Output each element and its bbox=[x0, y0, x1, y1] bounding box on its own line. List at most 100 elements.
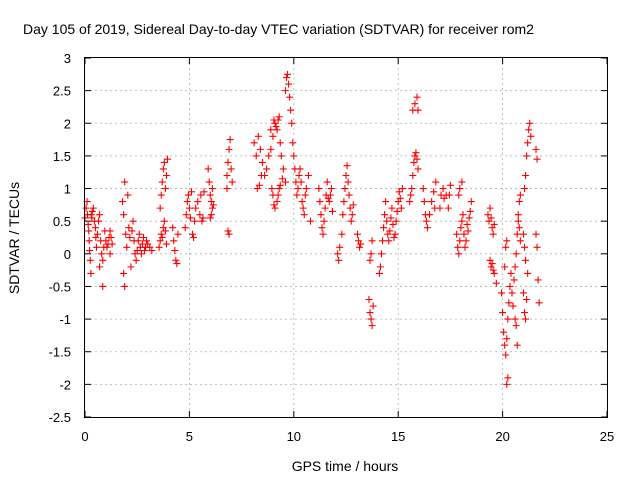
ticks-layer: 0 5 10 15 20 25 -2.5 -2 -1.5 -1 -0.5 0 0.5 1 1.5 2 2.5 3 bbox=[49, 51, 615, 444]
data-point bbox=[380, 224, 388, 232]
data-point bbox=[502, 243, 510, 251]
data-point bbox=[457, 224, 465, 232]
data-point bbox=[432, 178, 440, 186]
data-point bbox=[275, 185, 283, 193]
data-point bbox=[490, 269, 498, 277]
data-point bbox=[171, 247, 179, 255]
data-point bbox=[158, 234, 166, 241]
data-point bbox=[85, 237, 93, 245]
data-point bbox=[205, 178, 213, 186]
y-tick-label: -0.5 bbox=[49, 279, 71, 294]
data-point bbox=[386, 227, 394, 235]
data-point bbox=[158, 178, 166, 186]
data-point bbox=[504, 374, 512, 382]
data-point bbox=[293, 191, 301, 199]
data-point bbox=[275, 113, 283, 121]
data-point bbox=[121, 178, 129, 186]
data-point bbox=[327, 185, 335, 193]
data-point bbox=[412, 149, 420, 157]
data-point bbox=[274, 191, 282, 199]
data-point bbox=[511, 263, 519, 271]
data-point bbox=[225, 145, 233, 153]
data-point bbox=[227, 165, 235, 173]
data-point bbox=[169, 224, 177, 232]
data-point bbox=[126, 234, 134, 241]
data-point bbox=[533, 243, 541, 251]
data-point bbox=[508, 289, 516, 297]
data-point bbox=[88, 207, 96, 215]
data-point bbox=[376, 263, 384, 271]
data-point bbox=[299, 204, 307, 212]
data-point bbox=[96, 263, 104, 271]
data-point bbox=[369, 302, 377, 310]
data-point bbox=[287, 106, 295, 114]
data-point bbox=[133, 247, 141, 255]
data-point bbox=[316, 198, 324, 206]
data-point bbox=[461, 243, 469, 251]
x-axis-label: GPS time / hours bbox=[292, 458, 399, 474]
data-point bbox=[516, 237, 524, 245]
data-point bbox=[521, 309, 529, 317]
data-point bbox=[160, 217, 168, 225]
data-point bbox=[462, 237, 470, 245]
data-point bbox=[515, 224, 523, 232]
data-point bbox=[346, 204, 354, 212]
data-point bbox=[184, 191, 192, 199]
data-point bbox=[521, 243, 529, 251]
data-point bbox=[490, 220, 498, 228]
data-point bbox=[257, 171, 265, 179]
data-point bbox=[385, 237, 393, 245]
data-point bbox=[157, 230, 165, 238]
data-point bbox=[99, 256, 107, 264]
y-tick-label: 1 bbox=[64, 182, 71, 197]
data-point bbox=[500, 328, 508, 336]
y-tick-label: 3 bbox=[64, 51, 71, 66]
data-point bbox=[228, 178, 236, 186]
data-point bbox=[250, 139, 258, 147]
data-point bbox=[522, 256, 530, 264]
data-point bbox=[207, 211, 215, 219]
data-point bbox=[532, 230, 540, 238]
data-point bbox=[522, 315, 530, 323]
data-point bbox=[439, 185, 447, 193]
data-point bbox=[349, 201, 357, 209]
data-point bbox=[338, 230, 346, 238]
data-point bbox=[532, 145, 540, 153]
data-point bbox=[194, 198, 202, 206]
y-tick-label: -1.5 bbox=[49, 345, 71, 360]
data-point bbox=[342, 171, 350, 179]
data-point bbox=[487, 214, 495, 222]
data-point bbox=[108, 240, 116, 248]
data-point bbox=[141, 247, 149, 255]
data-point bbox=[340, 198, 348, 206]
data-point bbox=[353, 230, 361, 238]
data-point bbox=[85, 227, 93, 235]
data-point bbox=[511, 315, 519, 323]
data-point bbox=[87, 269, 95, 277]
data-point bbox=[301, 191, 309, 199]
data-point bbox=[492, 279, 500, 287]
data-point bbox=[390, 234, 398, 241]
y-tick-label: -2.5 bbox=[49, 410, 71, 425]
data-point bbox=[278, 175, 286, 183]
data-point bbox=[356, 243, 364, 251]
data-point bbox=[189, 230, 197, 238]
data-point bbox=[190, 234, 198, 241]
x-tick-label: 20 bbox=[495, 429, 509, 444]
data-point bbox=[367, 250, 375, 258]
data-point bbox=[420, 198, 428, 206]
data-point bbox=[410, 158, 418, 166]
data-point bbox=[290, 152, 298, 160]
data-point bbox=[268, 185, 276, 193]
data-point bbox=[128, 227, 136, 235]
y-axis-label: SDTVAR / TECUs bbox=[6, 182, 22, 294]
data-point bbox=[224, 158, 232, 166]
data-point bbox=[436, 204, 444, 212]
data-point bbox=[223, 185, 231, 193]
data-point bbox=[460, 230, 468, 238]
data-point bbox=[208, 204, 216, 212]
data-point bbox=[375, 269, 383, 277]
data-point bbox=[513, 230, 521, 238]
data-point bbox=[319, 230, 327, 238]
